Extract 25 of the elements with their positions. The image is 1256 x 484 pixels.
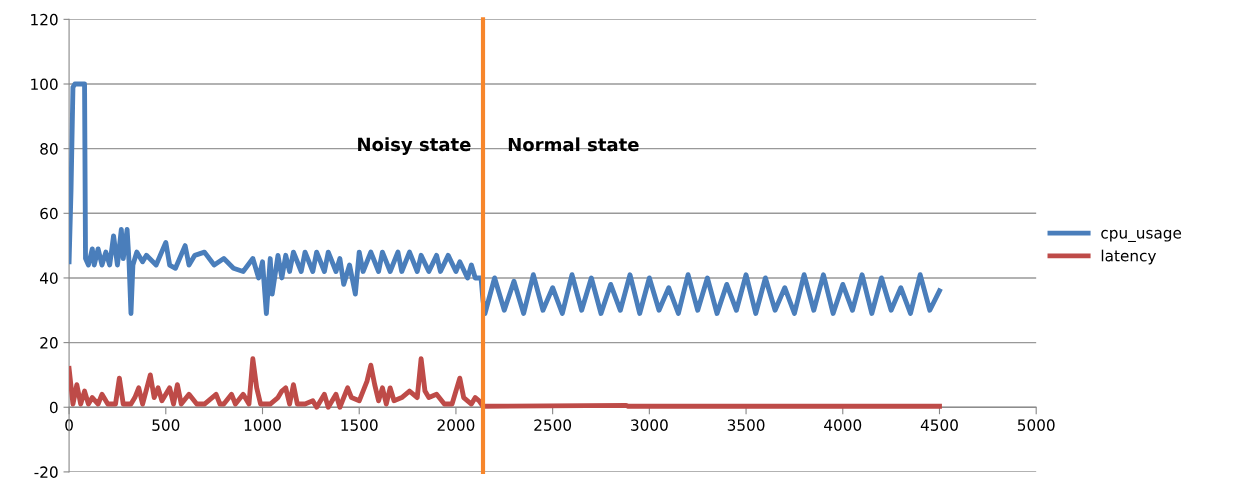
y-tick-label: 20	[40, 337, 58, 349]
y-tick-label: 80	[40, 143, 58, 155]
legend-label: cpu_usage	[1101, 229, 1182, 243]
x-tick-label: 5000	[1017, 419, 1055, 431]
y-tick-label: 100	[31, 78, 58, 91]
x-tick-label: 3000	[631, 419, 668, 431]
x-tick-label: 500	[152, 419, 180, 431]
y-tick-label: 60	[40, 207, 58, 220]
x-tick-label: 4500	[920, 419, 958, 431]
y-tick-label: -20	[34, 466, 58, 478]
y-tick-label: 120	[31, 13, 58, 26]
y-tick-label: 0	[49, 401, 58, 414]
y-tick-label: 40	[39, 272, 58, 284]
line-series	[69, 356, 942, 410]
line-series	[69, 81, 942, 316]
x-tick-label: 1500	[341, 419, 378, 431]
x-tick-label: 2500	[534, 419, 572, 431]
x-tick-label: 4000	[824, 419, 862, 431]
x-tick-label: 1000	[244, 419, 281, 431]
legend-label: latency	[1101, 249, 1157, 265]
x-tick-label: 3500	[727, 419, 765, 431]
annotation: Normal state	[508, 137, 639, 152]
annotation: Noisy state	[358, 137, 471, 155]
x-tick-label: 2000	[437, 419, 475, 431]
x-tick-label: 0	[65, 419, 73, 431]
